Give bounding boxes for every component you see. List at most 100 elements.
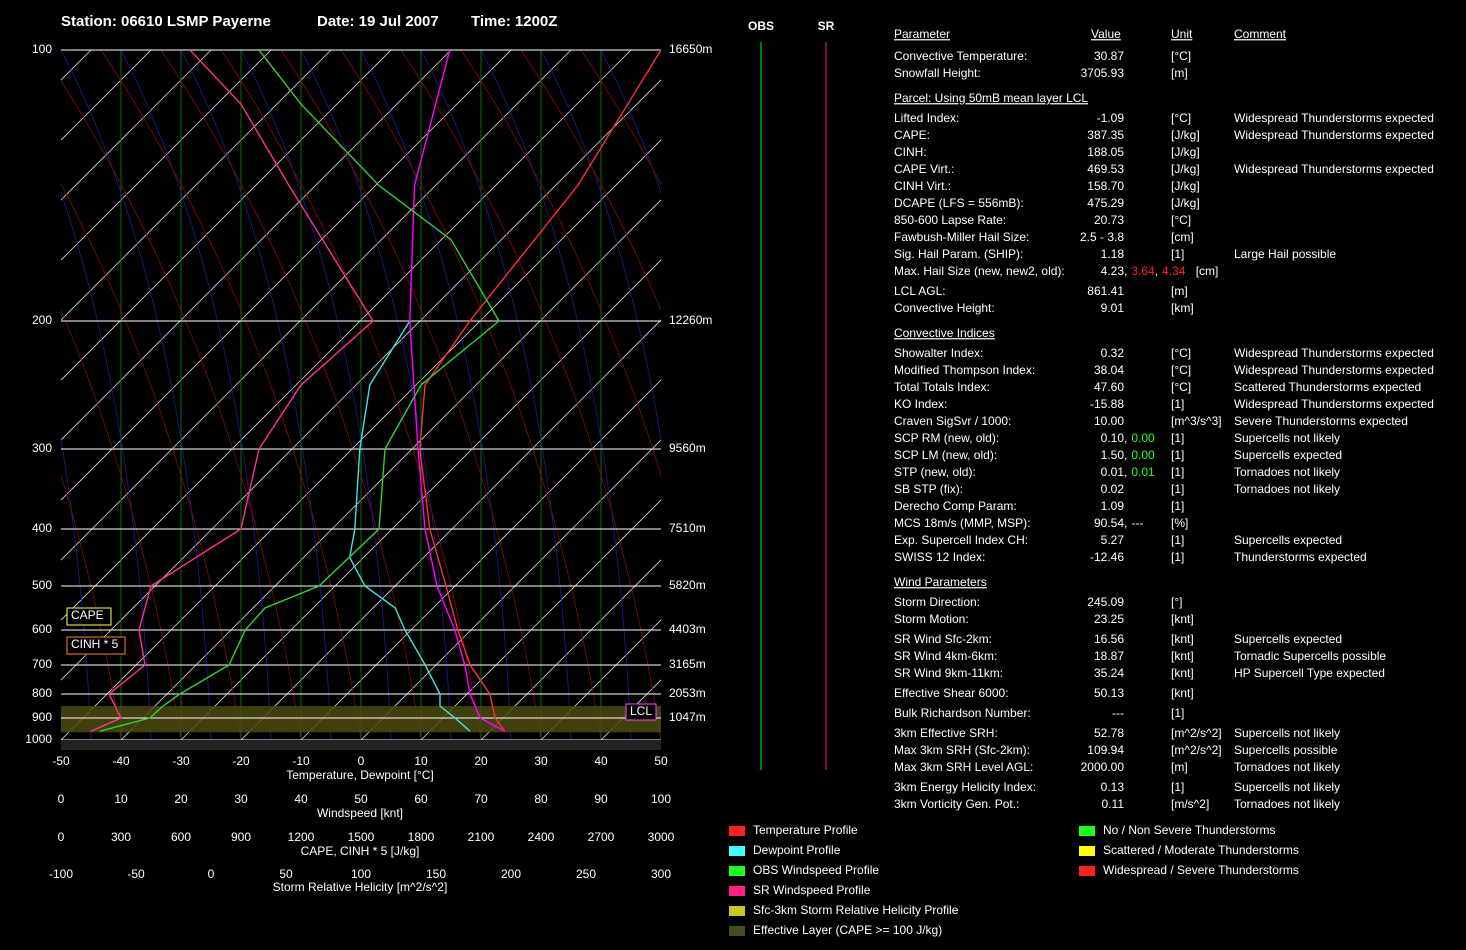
moist-adiabat [61,50,212,740]
moist-adiabat [120,50,272,740]
parameter-value: 2000.00 [1081,760,1125,774]
parameter-value: 4.23 [1101,264,1125,278]
parameter-name: Exp. Supercell Index CH: [894,533,1028,547]
parameter-unit: [km] [1171,301,1194,315]
pressure-label: 100 [32,42,52,56]
parameter-values: , 0.00 [1124,431,1155,445]
parameter-value: 30.87 [1094,49,1124,63]
parameter-name: SR Wind Sfc-2km: [894,632,992,646]
parameter-unit: [knt] [1171,612,1194,626]
x-tick-label: 300 [651,867,671,881]
height-label: 7510m [669,521,706,535]
parameter-value: 9.01 [1101,301,1125,315]
parameter-unit: [1] [1171,780,1184,794]
parameter-unit: [%] [1171,516,1188,530]
station: Station: 06610 LSMP Payerne [61,13,271,30]
value-part: 0.00 [1131,448,1155,462]
value-part: 4.34 [1162,264,1186,278]
profile-line [419,50,661,732]
parameter-value: 50.13 [1094,686,1124,700]
isotherm [240,319,661,740]
dry-adiabat [160,50,422,740]
value-part: --- [1131,516,1143,530]
parameter-value: -12.46 [1090,550,1124,564]
height-label: 2053m [669,686,706,700]
moist-adiabat [420,50,572,740]
parameter-unit: [J/kg] [1171,179,1200,193]
value-part: , [1155,264,1158,278]
x-tick-label: 20 [174,792,188,806]
parameter-value: -15.88 [1090,397,1124,411]
x-tick-label: 0 [58,792,65,806]
x-tick-label: -30 [172,754,190,768]
value-part: , [1124,431,1127,445]
x-tick-label: 50 [654,754,668,768]
parameter-name: SB STP (fix): [894,482,963,496]
isotherm [300,379,661,740]
x-tick-label: 90 [594,792,608,806]
moist-adiabat [180,50,332,740]
legend-swatch [729,846,745,856]
isotherm [480,559,661,740]
parameter-comment: Tornadoes not likely [1234,482,1340,496]
x-tick-label: -100 [49,867,73,881]
parameter-unit: [knt] [1171,632,1194,646]
parameter-value: 18.87 [1094,649,1124,663]
profile-line [99,50,500,732]
x-tick-label: 150 [426,867,446,881]
parameter-name: Storm Motion: [894,612,969,626]
parameter-unit: [knt] [1171,666,1194,680]
axis-title: Storm Relative Helicity [m^2/s^2] [273,880,448,894]
parameter-unit: [°] [1171,595,1182,609]
parameter-value: --- [1112,706,1124,720]
x-tick-label: 50 [279,867,293,881]
parameter-comment: Widespread Thunderstorms expected [1234,128,1434,142]
moist-adiabat [0,50,31,740]
value-part: 3.64 [1131,264,1155,278]
parameter-unit: [m^3/s^3] [1171,414,1222,428]
parameter-name: SR Wind 4km-6km: [894,649,997,663]
moist-adiabat [300,50,452,740]
x-tick-label: -40 [112,754,130,768]
parameter-value: 16.56 [1094,632,1124,646]
x-tick-label: 30 [234,792,248,806]
parameter-value: 20.73 [1094,213,1124,227]
pressure-label: 300 [32,441,52,455]
parameter-value: 90.54 [1094,516,1124,530]
parameter-value: 5.27 [1101,533,1125,547]
parameter-comment: Severe Thunderstorms expected [1234,414,1408,428]
parameter-value: 52.78 [1094,726,1124,740]
legend-swatch [1079,866,1095,876]
parameter-unit: [1] [1171,499,1184,513]
x-tick-label: 0 [358,754,365,768]
legend-label: Scattered / Moderate Thunderstorms [1103,843,1299,857]
x-tick-label: 300 [111,830,131,844]
parameter-value: 245.09 [1087,595,1124,609]
legend-label: No / Non Severe Thunderstorms [1103,823,1276,837]
x-tick-label: 20 [474,754,488,768]
parameter-comment: HP Supercell Type expected [1234,666,1385,680]
parameter-value: 387.35 [1087,128,1124,142]
isotherm [61,50,212,201]
parameter-value: 0.11 [1102,797,1125,811]
parameter-name: DCAPE (LFS = 556mB): [894,196,1024,210]
isotherm [360,439,661,740]
parameter-value: 38.04 [1094,363,1124,377]
legend-label: Temperature Profile [753,823,858,837]
lcl-box [625,703,657,721]
parameter-unit: [°C] [1171,363,1191,377]
parameter-value: 2.5 - 3.8 [1080,230,1124,244]
x-tick-label: 3000 [648,830,675,844]
parameter-name: Sig. Hail Param. (SHIP): [894,247,1023,261]
moist-adiabat [600,50,661,194]
dry-adiabat [520,50,661,312]
x-tick-label: 80 [534,792,548,806]
date: Date: 19 Jul 2007 [317,13,439,30]
parameter-value: 0.10 [1101,431,1125,445]
parameter-unit: [°C] [1171,213,1191,227]
isotherm [61,139,661,740]
parameter-unit: [1] [1171,482,1184,496]
parameter-name: Lifted Index: [894,111,959,125]
effective-layer [61,706,661,733]
